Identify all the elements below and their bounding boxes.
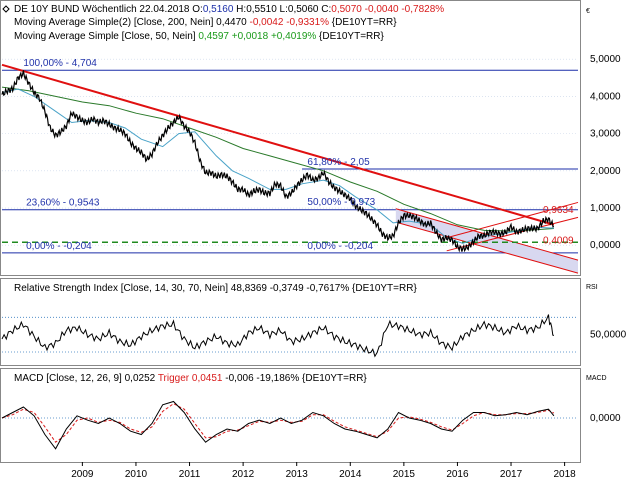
price-label-upper: 0,9634: [543, 205, 574, 216]
ma50-line: [1, 88, 554, 244]
price-y-tick-label: 5,0000: [590, 54, 621, 65]
price-y-tick-label: 0,0000: [590, 240, 621, 251]
legend-value: -0,0040: [362, 4, 399, 15]
legend-value: -0,7617%: [304, 283, 350, 294]
legend-series-name: MACD [Close, 12, 26, 9]: [14, 373, 125, 384]
price-y-tick-label: 4,0000: [590, 91, 621, 102]
legend-value: -19,186%: [254, 373, 300, 384]
fib-label-50: 50,00% - 0,973: [307, 197, 375, 208]
ma200-line: [1, 86, 554, 232]
legend-series-name: Moving Average Simple [Close, 50, Nein]: [14, 31, 198, 42]
legend-value: {DE10YT=RR}: [299, 373, 367, 384]
price-panel: 5,0000 4,0000 3,0000 2,0000 1,0000 0,0000 100,…: [1, 54, 621, 274]
legend-series-name: DE 10Y BUND Wöchentlich 22.04.2018: [14, 4, 192, 15]
legend-ma50: Moving Average Simple [Close, 50, Nein] …: [14, 31, 384, 42]
legend-value: {DE10YT=RR}: [349, 283, 417, 294]
fib-label-0-left: 0,00% - -0,204: [26, 241, 92, 252]
rsi-side-label: RSI: [586, 284, 598, 291]
rsi-line: [1, 314, 555, 358]
legend-value: {DE10YT=RR}: [329, 17, 397, 28]
legend-value: O:: [192, 4, 203, 15]
fib-label-618: 61,80% - 2,05: [307, 157, 370, 168]
x-tick-label: 2013: [286, 469, 309, 480]
x-tick-label: 2012: [232, 469, 255, 480]
x-tick-label: 2016: [446, 469, 469, 480]
macd-y-tick-label: 0,0000: [590, 413, 621, 424]
x-tick-label: 2018: [553, 469, 576, 480]
legend-value: 0,0451: [192, 373, 223, 384]
x-tick-label: 2017: [500, 469, 523, 480]
legend-value: H:: [233, 4, 246, 15]
legend-value: L:: [277, 4, 288, 15]
close-price-line: [1, 70, 555, 253]
price-y-tick-label: 1,0000: [590, 203, 621, 214]
legend-value: -0,0042: [247, 17, 284, 28]
legend-value: 0,4597: [198, 31, 229, 42]
price-label-lower: 0,4009: [543, 235, 574, 246]
legend-trigger-name: Trigger: [158, 373, 192, 384]
x-axis: 2009 2010 2011 2012 2013 2014 2015 2016 2017 2018: [71, 462, 576, 480]
legend-value: 0,5060: [288, 4, 319, 15]
legend-value: -0,006: [223, 373, 255, 384]
macd-line: [1, 400, 555, 450]
legend-value: 48,8369: [231, 283, 268, 294]
fib-label-0-right: 0,00% - -0,204: [307, 241, 373, 252]
legend-macd: MACD [Close, 12, 26, 9] 0,0252 Trigger 0…: [14, 373, 367, 384]
legend-value: -0,9331%: [283, 17, 329, 28]
legend-value: 0,4470: [216, 17, 247, 28]
macd-panel-frame: [0, 368, 581, 463]
legend-value: +0,0018: [229, 31, 269, 42]
channel-lower-line: [395, 221, 579, 274]
legend-value: C:: [319, 4, 332, 15]
x-tick-label: 2015: [393, 469, 416, 480]
price-y-tick-label: 3,0000: [590, 129, 621, 140]
legend-series-name: Relative Strength Index [Close, 14, 30, …: [14, 283, 231, 294]
x-tick-label: 2009: [71, 469, 94, 480]
legend-price: DE 10Y BUND Wöchentlich 22.04.2018 O:0,5…: [14, 4, 444, 15]
rising-channel-upper: [446, 201, 579, 239]
price-panel-frame: [0, 0, 581, 276]
currency-symbol: €: [586, 8, 590, 15]
legend-value: 0,5510: [246, 4, 277, 15]
main-trendline: [1, 63, 555, 226]
rsi-y-tick-label: 50,0000: [590, 330, 627, 341]
macd-panel: 0,0000: [1, 400, 621, 450]
legend-value: {DE10YT=RR}: [316, 31, 384, 42]
x-tick-label: 2014: [339, 469, 362, 480]
legend-value: -0,7828%: [399, 4, 445, 15]
legend-rsi: Relative Strength Index [Close, 14, 30, …: [14, 283, 417, 294]
x-tick-label: 2010: [125, 469, 148, 480]
x-tick-label: 2011: [179, 469, 201, 480]
legend-value: 0,5160: [203, 4, 234, 15]
macd-side-label: MACD: [586, 375, 607, 382]
fib-label-100: 100,00% - 4,704: [23, 58, 97, 69]
header-diamond-icon: [2, 5, 10, 13]
legend-value: +0,4019%: [268, 31, 316, 42]
macd-trigger-line: [1, 403, 555, 443]
price-y-tick-label: 2,0000: [590, 166, 621, 177]
legend-series-name: Moving Average Simple(2) [Close, 200, Ne…: [14, 17, 216, 28]
legend-value: -0,3749: [267, 283, 304, 294]
legend-value: 0,0252: [125, 373, 156, 384]
legend-ma200: Moving Average Simple(2) [Close, 200, Ne…: [14, 17, 397, 28]
legend-value: 0,5070: [331, 4, 362, 15]
rsi-panel-frame: [0, 278, 581, 366]
fib-label-236: 23,60% - 0,9543: [26, 198, 100, 209]
rsi-panel: 50,0000: [1, 314, 627, 358]
